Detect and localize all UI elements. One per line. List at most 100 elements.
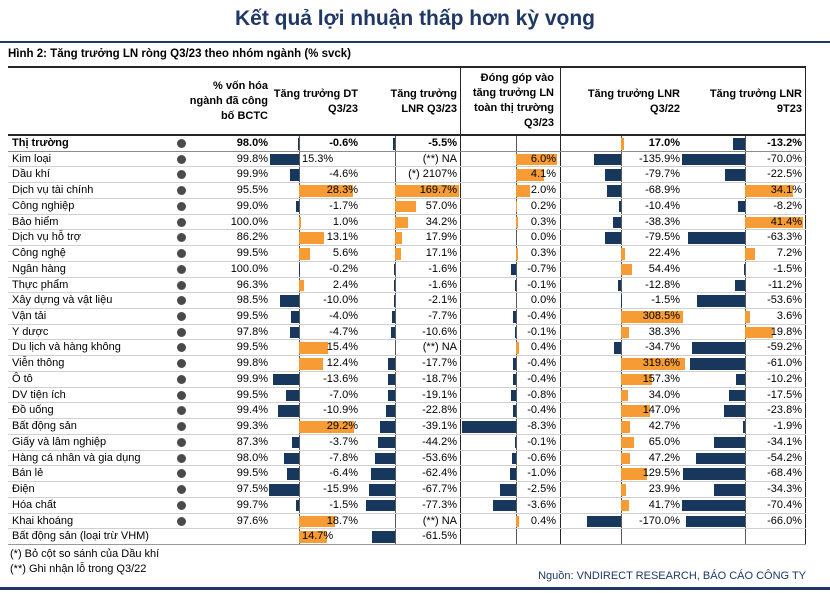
column-header-dt: Tăng trưởng DT Q3/23 — [273, 88, 358, 115]
n9t23-bar — [745, 326, 773, 339]
q322-value: 65.0% — [648, 435, 680, 448]
q322-bar — [593, 153, 621, 166]
dt-value: -1.7% — [329, 199, 358, 212]
contrib-value: -0.4% — [527, 310, 556, 323]
sector-bullet-icon — [177, 186, 186, 196]
table-row: Du lịch và hàng không 99.5% 15.4% (**) NA 0.… — [8, 340, 806, 357]
column-header-cap: % vốn hóa ngành đã công bố BCTC — [189, 80, 268, 122]
sector-name: Bất động sản — [12, 420, 77, 433]
sector-name: Vận tải — [12, 310, 47, 323]
n9t23-bar — [735, 373, 745, 386]
q322-bar — [614, 342, 621, 354]
n9t23-bar — [724, 169, 745, 181]
n9t23-bar — [745, 311, 751, 323]
table-row: Bất động sản (loại trừ VHM) 14.7% -61.5% — [8, 529, 806, 545]
dt-value: 5.6% — [332, 247, 358, 260]
n9t23-value: -70.4% — [767, 498, 802, 511]
sector-bullet-icon — [177, 453, 186, 463]
lnr-bar — [394, 295, 395, 307]
sector-bullet-icon — [177, 500, 186, 510]
sector-name: Đồ uống — [12, 404, 54, 417]
sector-bullet-icon — [177, 233, 186, 243]
lnr-value: -44.2% — [422, 435, 457, 448]
sector-bullet-icon — [177, 154, 186, 164]
lnr-bar — [395, 232, 402, 244]
n9t23-value: 3.6% — [776, 310, 802, 323]
table-row: Bán lẻ 99.5% -6.4% -62.4% -1.0% 129.5% -68.4% — [8, 466, 806, 483]
q322-value: 47.2% — [648, 451, 680, 464]
lnr-bar — [378, 436, 395, 449]
table-row: Bất động sản 99.3% 29.2% -39.1% -8.3% 42.7% -1… — [8, 419, 806, 435]
lnr-value: -17.7% — [422, 357, 457, 370]
lnr-bar — [388, 358, 395, 370]
q322-value: -170.0% — [639, 514, 680, 527]
table-row: Giấy và lâm nghiệp 87.3% -3.7% -44.2% -0.1% 6… — [8, 435, 806, 451]
n9t23-bar — [714, 436, 745, 449]
lnr-bar — [395, 185, 459, 197]
contrib-value: -2.5% — [527, 483, 556, 496]
table-row: Vận tải 99.5% -4.0% -7.7% -0.4% 308.5% 3.6% — [8, 309, 806, 325]
sector-name: Hàng cá nhân và gia dụng — [12, 451, 141, 464]
sector-bullet-icon — [177, 264, 186, 274]
sector-name: Khai khoáng — [12, 514, 74, 527]
cap-value: 98.5% — [236, 294, 268, 307]
contrib-bar — [516, 248, 519, 260]
lnr-value: -39.1% — [422, 420, 457, 433]
q322-bar — [620, 295, 622, 307]
sector-bullet-icon — [177, 170, 186, 180]
lnr-bar — [394, 279, 396, 292]
dt-bar — [268, 484, 299, 496]
n9t23-bar — [682, 153, 745, 166]
sector-name: Xây dựng và vật liệu — [12, 294, 113, 307]
lnr-bar — [387, 389, 395, 402]
dt-bar — [297, 138, 299, 150]
dt-bar — [296, 499, 299, 512]
dt-bar — [291, 311, 299, 323]
sector-name: Ngân hàng — [12, 262, 66, 275]
contrib-bar — [513, 405, 516, 417]
lnr-value: (**) NA — [422, 514, 457, 527]
dt-value: -7.0% — [329, 388, 358, 401]
dt-value: -10.0% — [323, 294, 358, 307]
cap-value: 99.8% — [236, 152, 268, 165]
contrib-bar — [509, 468, 516, 480]
sector-bullet-icon — [177, 374, 186, 384]
sector-bullet-icon — [177, 296, 186, 306]
q322-bar — [621, 468, 647, 480]
q322-value: -34.7% — [645, 341, 680, 354]
n9t23-bar — [745, 216, 803, 229]
contrib-bar — [516, 216, 519, 229]
q322-value: 34.0% — [648, 388, 680, 401]
contrib-value: -8.3% — [527, 420, 556, 433]
contrib-value: 0.0% — [530, 294, 556, 307]
contrib-bar — [516, 200, 518, 213]
q322-value: 147.0% — [642, 404, 680, 417]
n9t23-value: -22.5% — [767, 168, 802, 181]
sector-bullet-icon — [177, 485, 186, 495]
contrib-bar — [492, 499, 516, 512]
contrib-bar — [513, 358, 516, 370]
column-header-lnr: Tăng trưởng LNR Q3/23 — [390, 88, 458, 115]
sector-name: Thực phẩm — [12, 278, 69, 291]
sector-bullet-icon — [177, 327, 186, 337]
lnr-bar — [380, 421, 395, 433]
sector-bullet-icon — [177, 359, 186, 369]
table-right-border — [805, 68, 806, 545]
sector-name: Kim loại — [12, 152, 52, 165]
cap-value: 97.6% — [236, 514, 268, 527]
dt-value: 15.4% — [326, 341, 358, 354]
footnote-1: (*) Bỏ cột so sánh của Dầu khí — [10, 548, 160, 560]
table-row: Ngân hàng 100.0% -0.2% -1.6% -0.7% 54.4% -1.5% — [8, 262, 806, 278]
dt-bar — [290, 326, 299, 339]
q322-value: -68.9% — [645, 184, 680, 197]
lnr-value: 17.1% — [425, 247, 457, 260]
n9t23-value: -66.0% — [767, 514, 802, 527]
lnr-value: -1.6% — [428, 278, 457, 291]
lnr-bar — [395, 200, 417, 213]
n9t23-value: -54.2% — [767, 451, 802, 464]
q322-bar — [618, 200, 621, 213]
sector-name: Bảo hiểm — [12, 215, 59, 228]
lnr-bar — [395, 216, 408, 229]
contrib-value: 2.0% — [530, 184, 556, 197]
